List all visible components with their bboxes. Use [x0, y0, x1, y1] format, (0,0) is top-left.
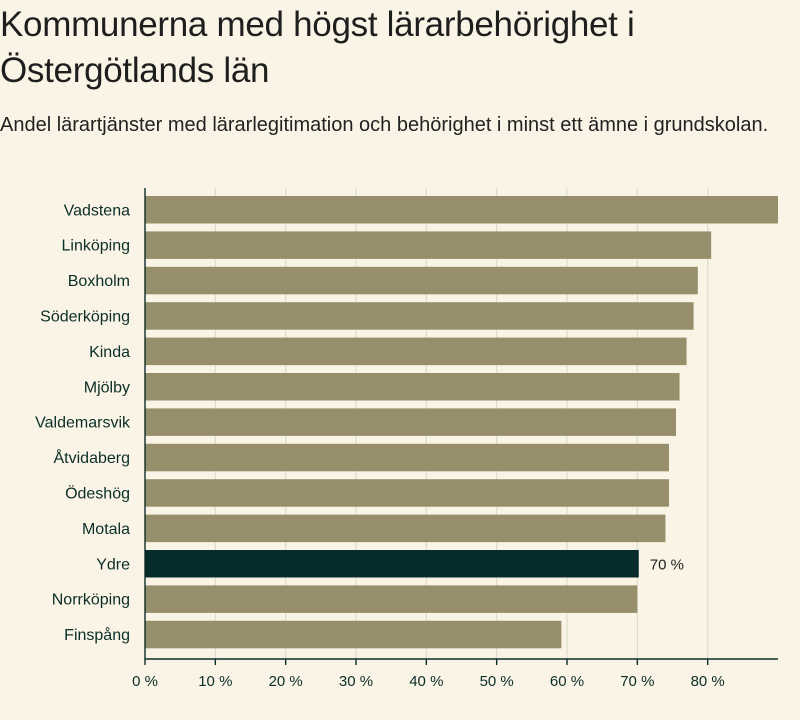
category-label-mjolby: Mjölby	[84, 379, 130, 396]
bar-linkoping	[145, 231, 712, 259]
bar-vadstena	[145, 196, 778, 224]
x-tick-label-50: 50 %	[480, 673, 514, 690]
x-tick-label-0: 0 %	[132, 673, 158, 690]
category-label-boxholm: Boxholm	[68, 273, 130, 290]
x-tick-label-30: 30 %	[339, 673, 373, 690]
x-tick-label-40: 40 %	[409, 673, 443, 690]
category-label-atvidaberg: Åtvidaberg	[54, 448, 131, 467]
x-tick-label-20: 20 %	[269, 673, 303, 690]
category-label-linkoping: Linköping	[62, 238, 131, 255]
bar-norrkoping	[145, 585, 638, 613]
category-label-vadstena: Vadstena	[64, 202, 131, 219]
value-label-ydre: 70 %	[650, 556, 684, 573]
x-tick-label-10: 10 %	[198, 673, 232, 690]
bar-ydre	[145, 550, 639, 578]
x-tick-label-70: 70 %	[620, 673, 654, 690]
category-label-odeshog: Ödeshög	[65, 484, 130, 502]
category-labels: Vadstena Linköping Boxholm Söderköping Kinda…	[35, 202, 684, 644]
bars	[145, 196, 778, 649]
bar-kinda	[145, 337, 687, 366]
bar-mjolby	[145, 373, 680, 401]
category-label-norrkoping: Norrköping	[52, 592, 130, 609]
chart-subtitle: Andel lärartjänster med lärarlegitimatio…	[0, 114, 769, 136]
category-label-finspang: Finspång	[64, 626, 130, 644]
bar-motala	[145, 514, 666, 543]
x-tick-label-80: 80 %	[691, 673, 725, 690]
category-label-kinda: Kinda	[89, 344, 130, 361]
x-tick-label-60: 60 %	[550, 673, 584, 690]
bar-valdemarsvik	[145, 408, 677, 436]
bar-atvidaberg	[145, 443, 669, 472]
x-axis: 0 % 10 % 20 % 30 % 40 % 50 % 60 % 70 % 80 %	[132, 188, 778, 690]
category-label-valdemarsvik: Valdemarsvik	[35, 415, 131, 432]
bar-odeshog	[145, 479, 669, 507]
bar-boxholm	[145, 266, 698, 295]
bar-finspang	[145, 620, 562, 649]
category-label-soderkoping: Söderköping	[40, 308, 130, 325]
category-label-ydre: Ydre	[96, 556, 130, 573]
bar-soderkoping	[145, 302, 694, 330]
chart-title: Kommunerna med högst lärarbehörighet i Ö…	[0, 5, 635, 90]
category-label-motala: Motala	[82, 521, 130, 538]
